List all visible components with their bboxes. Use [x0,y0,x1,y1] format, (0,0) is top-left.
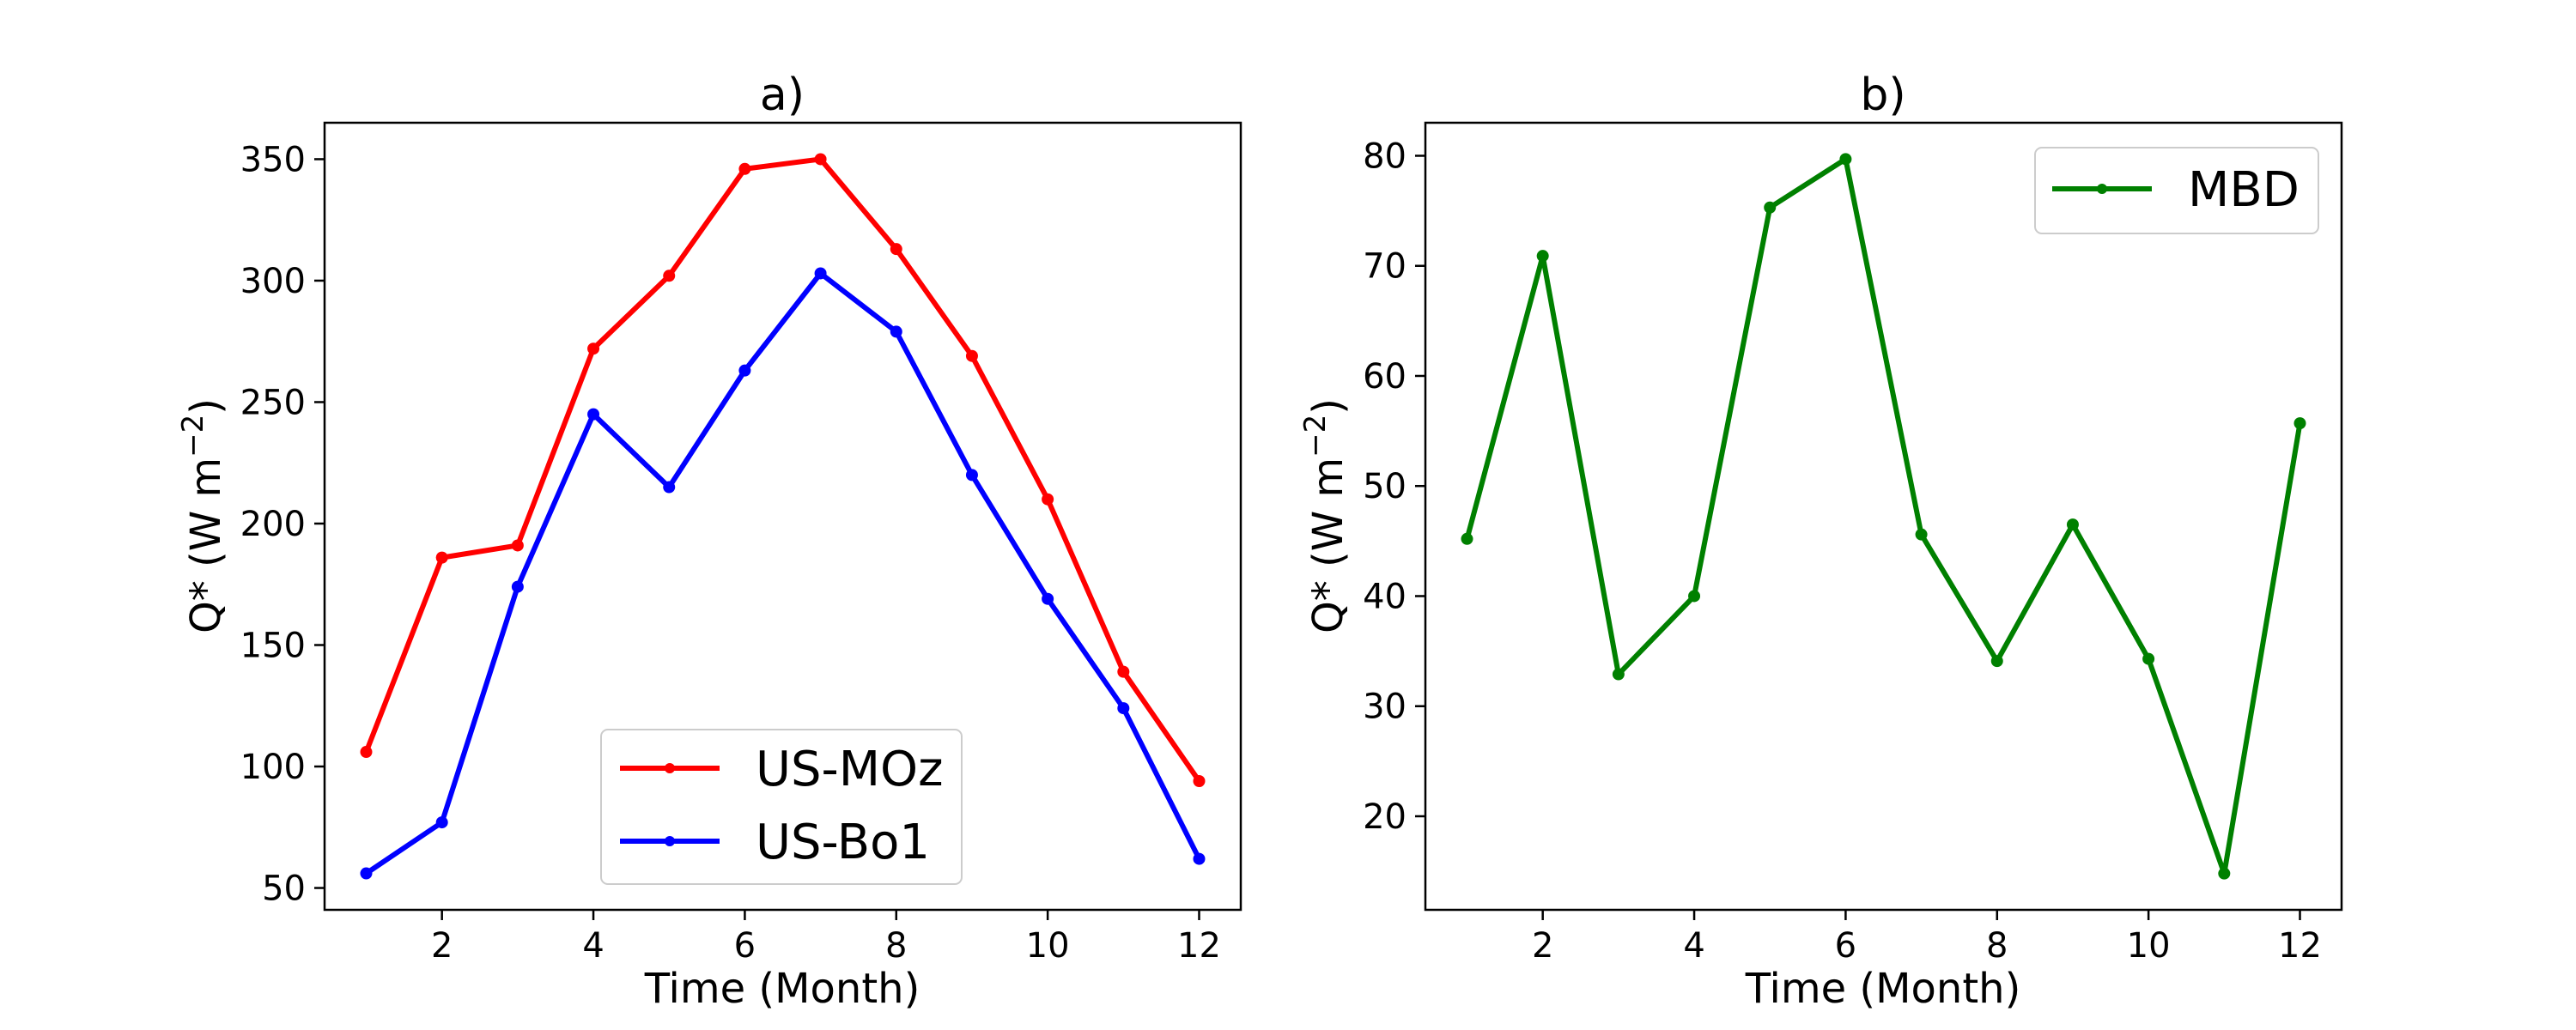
y-tick-label: 200 [240,505,306,544]
legend-marker-us-moz [665,763,675,773]
data-point-us-bo1 [1042,592,1054,605]
legend-label-us-bo1: US-Bo1 [756,815,930,870]
y-tick-label: 100 [240,748,306,787]
x-tick-label: 8 [885,926,907,966]
x-tick-label: 10 [1026,926,1070,966]
y-axis-label-close: ) [1304,398,1352,415]
data-point-us-moz [738,162,751,175]
data-point-us-moz [890,243,902,256]
series-line-us-bo1 [363,270,1202,876]
data-point-mbd [1612,668,1625,681]
data-point-mbd [2142,652,2155,665]
legend-label-us-moz: US-MOz [756,742,944,797]
data-point-us-bo1 [663,481,676,494]
series-line-mbd [1464,156,2303,876]
data-point-us-bo1 [814,267,827,280]
x-tick-label: 4 [1683,926,1704,966]
ticks: 2 4 6 8 10 12 20 30 40 50 60 70 80 [1363,136,2322,966]
data-point-us-moz [663,270,676,282]
x-axis-label: Time (Month) [644,965,920,1013]
data-point-mbd [1688,590,1701,603]
data-point-us-bo1 [965,469,978,482]
data-point-mbd [1990,655,2003,668]
y-axis-label-main: Q* (W m [182,457,230,633]
y-tick-label: 70 [1363,247,1406,287]
data-point-us-bo1 [890,325,902,338]
data-point-us-bo1 [587,408,600,421]
y-axis-label-exp: −2 [1298,415,1333,457]
y-axis-label-main: Q* (W m [1304,457,1352,633]
data-point-mbd [1536,250,1549,263]
x-tick-label: 6 [734,926,756,966]
x-tick-label: 10 [2127,926,2171,966]
data-point-us-moz [360,746,373,759]
y-axis-label-close: ) [182,398,230,415]
y-tick-label: 150 [240,627,306,666]
y-tick-label: 40 [1363,577,1406,616]
data-point-mbd [1764,201,1777,214]
data-point-us-moz [435,551,448,564]
panel-title: b) [1860,70,1905,121]
data-point-us-moz [1042,493,1054,506]
x-tick-label: 8 [1986,926,2008,966]
data-point-us-bo1 [360,867,373,880]
y-axis-label: Q* (W m−2) [176,398,230,633]
legend: MBD [2034,147,2319,234]
x-tick-label: 2 [431,926,453,966]
y-axis-label: Q* (W m−2) [1298,398,1352,633]
series [360,153,1206,880]
x-tick-label: 2 [1532,926,1553,966]
data-point-mbd [2293,417,2306,430]
y-tick-label: 300 [240,262,306,301]
y-axis-label-exp: −2 [176,415,210,457]
plot-frame [323,121,1242,912]
y-tick-label: 60 [1363,357,1406,397]
x-tick-label: 4 [582,926,604,966]
series [1461,153,2306,880]
data-point-us-moz [965,349,978,362]
y-tick-label: 80 [1363,136,1406,176]
y-tick-label: 50 [1363,467,1406,506]
series-line-us-moz [363,156,1202,784]
panel-b: b) Time (Month) Q* (W m−2) 2 4 6 8 10 12 20 30 4… [1298,70,2343,1013]
data-point-us-moz [587,342,600,355]
x-tick-label: 12 [1177,926,1221,966]
legend-frame [2034,147,2319,234]
data-point-mbd [2066,518,2079,531]
data-point-us-moz [814,153,827,166]
data-point-us-bo1 [1117,702,1130,715]
data-point-us-bo1 [511,580,524,593]
data-point-mbd [1461,532,1473,545]
data-point-us-bo1 [435,816,448,829]
data-point-us-moz [511,539,524,552]
legend: US-MOz US-Bo1 [600,729,963,885]
data-point-us-bo1 [1193,852,1206,865]
y-tick-label: 20 [1363,797,1406,837]
panel-title: a) [760,70,805,121]
x-tick-label: 6 [1835,926,1856,966]
y-tick-label: 30 [1363,688,1406,727]
data-point-us-moz [1117,665,1130,678]
plot-frame [1424,121,2343,912]
legend-marker-us-bo1 [665,836,675,846]
y-tick-label: 350 [240,140,306,179]
legend-marker-mbd [2097,184,2107,194]
panel-a: a) Time (Month) Q* (W m−2) 2 4 6 8 10 12 50 100… [176,70,1242,1013]
y-tick-label: 250 [240,383,306,422]
x-axis-label: Time (Month) [1745,965,2021,1013]
y-tick-label: 50 [262,869,306,909]
data-point-mbd [1915,528,1928,541]
data-point-us-moz [1193,774,1206,787]
legend-label-mbd: MBD [2188,162,2300,218]
ticks: 2 4 6 8 10 12 50 100 150 200 250 300 350 [240,140,1221,966]
data-point-mbd [2218,867,2231,880]
data-point-us-bo1 [738,364,751,377]
data-point-mbd [1839,153,1852,166]
x-tick-label: 12 [2278,926,2322,966]
